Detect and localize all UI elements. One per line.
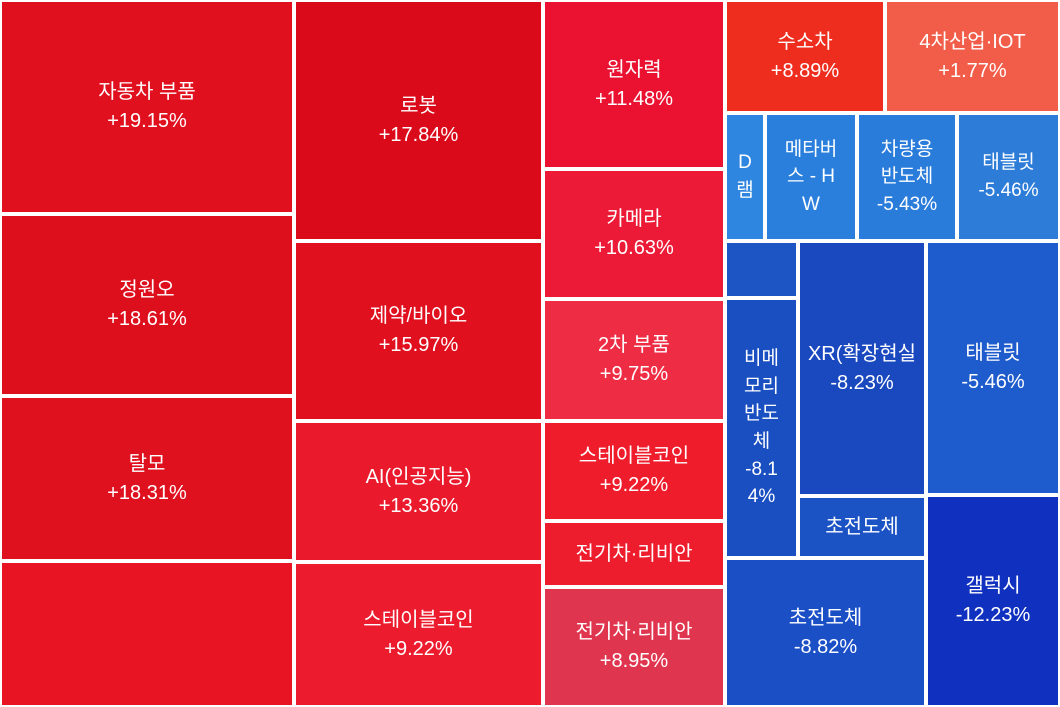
tile-label: 태블릿 — [982, 152, 1035, 174]
treemap-tile[interactable] — [0, 561, 294, 707]
tile-change-value: -5.43% — [876, 193, 938, 215]
tile-label: 갤럭시 — [965, 575, 1021, 597]
treemap-tile[interactable]: 전기차·리비안 +8.95% — [543, 587, 725, 707]
tile-label: XR(확장현실 — [807, 342, 917, 365]
tile-change-value: +8.95% — [599, 650, 669, 672]
tile-change-value: +1.77% — [938, 59, 1007, 82]
treemap-tile[interactable]: 정원오 +18.61% — [0, 214, 294, 396]
tile-label: 차량용 반도체 — [880, 138, 934, 188]
treemap-tile[interactable]: 로봇 +17.84% — [294, 0, 543, 241]
tile-label: 2차 부품 — [598, 334, 670, 356]
treemap-tile[interactable]: 원자력 +11.48% — [543, 0, 725, 169]
tile-change-value: -12.23% — [955, 604, 1031, 626]
treemap-tile[interactable]: 스테이블코인 +9.22% — [294, 562, 543, 707]
tile-change-value: +8.89% — [770, 59, 840, 82]
treemap-tile[interactable]: 탈모 +18.31% — [0, 396, 294, 561]
tile-change-value: +9.22% — [599, 474, 669, 496]
treemap-tile[interactable]: 제약/바이오 +15.97% — [294, 241, 543, 421]
treemap-tile[interactable]: 갤럭시 -12.23% — [926, 495, 1060, 707]
tile-label: 전기차·리비안 — [575, 621, 693, 643]
treemap-tile[interactable]: 초전도체 — [798, 496, 926, 558]
tile-label: 초전도체 — [788, 606, 863, 629]
tile-change-value: -8.82% — [793, 635, 858, 658]
tile-change-value: -8.1 4% — [745, 458, 778, 508]
tile-change-value: +17.84% — [378, 123, 459, 146]
tile-change-value: +18.61% — [107, 308, 187, 330]
tile-label: 태블릿 — [965, 342, 1021, 364]
tile-label: 스테이블코인 — [578, 445, 690, 467]
tile-change-value: +19.15% — [107, 110, 187, 132]
treemap-tile[interactable]: 전기차·리비안 — [543, 521, 725, 587]
tile-label: 초전도체 — [825, 515, 899, 538]
treemap-tile[interactable]: 자동차 부품 +19.15% — [0, 0, 294, 214]
tile-label: 4차산업·IOT — [919, 30, 1026, 53]
tile-label: 수소차 — [777, 30, 833, 53]
tile-label: AI(인공지능) — [365, 465, 472, 488]
treemap-tile[interactable]: 태블릿 -5.46% — [957, 113, 1060, 241]
tile-label: 원자력 — [606, 58, 662, 81]
tile-change-value: +9.75% — [599, 363, 669, 385]
tile-change-value: +18.31% — [107, 481, 187, 504]
tile-change-value: +13.36% — [378, 494, 459, 517]
tile-change-value: -8.23% — [830, 371, 894, 394]
treemap-tile[interactable] — [725, 241, 798, 298]
tile-label: D 램 — [736, 152, 754, 201]
tile-change-value: +11.48% — [594, 87, 674, 110]
treemap-tile[interactable]: 차량용 반도체 -5.43% — [857, 113, 957, 241]
tile-label: 비메 모리 반도 체 — [744, 348, 779, 452]
treemap-tile[interactable]: D 램 — [725, 113, 765, 241]
treemap-tile[interactable]: XR(확장현실 -8.23% — [798, 241, 926, 496]
tile-label: 자동차 부품 — [98, 81, 196, 103]
tile-label: 제약/바이오 — [369, 305, 468, 327]
tile-label: 카메라 — [606, 208, 662, 230]
tile-label: 정원오 — [119, 279, 175, 301]
treemap-tile[interactable]: 2차 부품 +9.75% — [543, 299, 725, 421]
tile-label: 스테이블코인 — [363, 608, 474, 631]
treemap-tile[interactable]: 스테이블코인 +9.22% — [543, 421, 725, 521]
tile-change-value: -5.46% — [961, 371, 1025, 393]
treemap-tile[interactable]: 초전도체 -8.82% — [725, 558, 926, 707]
treemap-tile[interactable]: 카메라 +10.63% — [543, 169, 725, 299]
treemap-tile[interactable]: 수소차 +8.89% — [725, 0, 885, 113]
tile-label: 로봇 — [400, 94, 437, 117]
treemap-tile[interactable]: 메타버 스 - H W — [765, 113, 857, 241]
tile-label: 메타버 스 - H W — [784, 138, 838, 215]
tile-change-value: +9.22% — [384, 637, 453, 660]
tile-label: 탈모 — [128, 452, 166, 475]
tile-change-value: +10.63% — [594, 237, 674, 259]
treemap-tile[interactable]: 4차산업·IOT +1.77% — [885, 0, 1060, 113]
treemap-tile[interactable]: AI(인공지능) +13.36% — [294, 421, 543, 562]
treemap-tile[interactable]: 태블릿 -5.46% — [926, 241, 1060, 495]
tile-label: 전기차·리비안 — [575, 542, 693, 565]
treemap-tile[interactable]: 비메 모리 반도 체 -8.1 4% — [725, 298, 798, 558]
tile-change-value: +15.97% — [378, 334, 459, 356]
tile-change-value: -5.46% — [978, 180, 1039, 201]
